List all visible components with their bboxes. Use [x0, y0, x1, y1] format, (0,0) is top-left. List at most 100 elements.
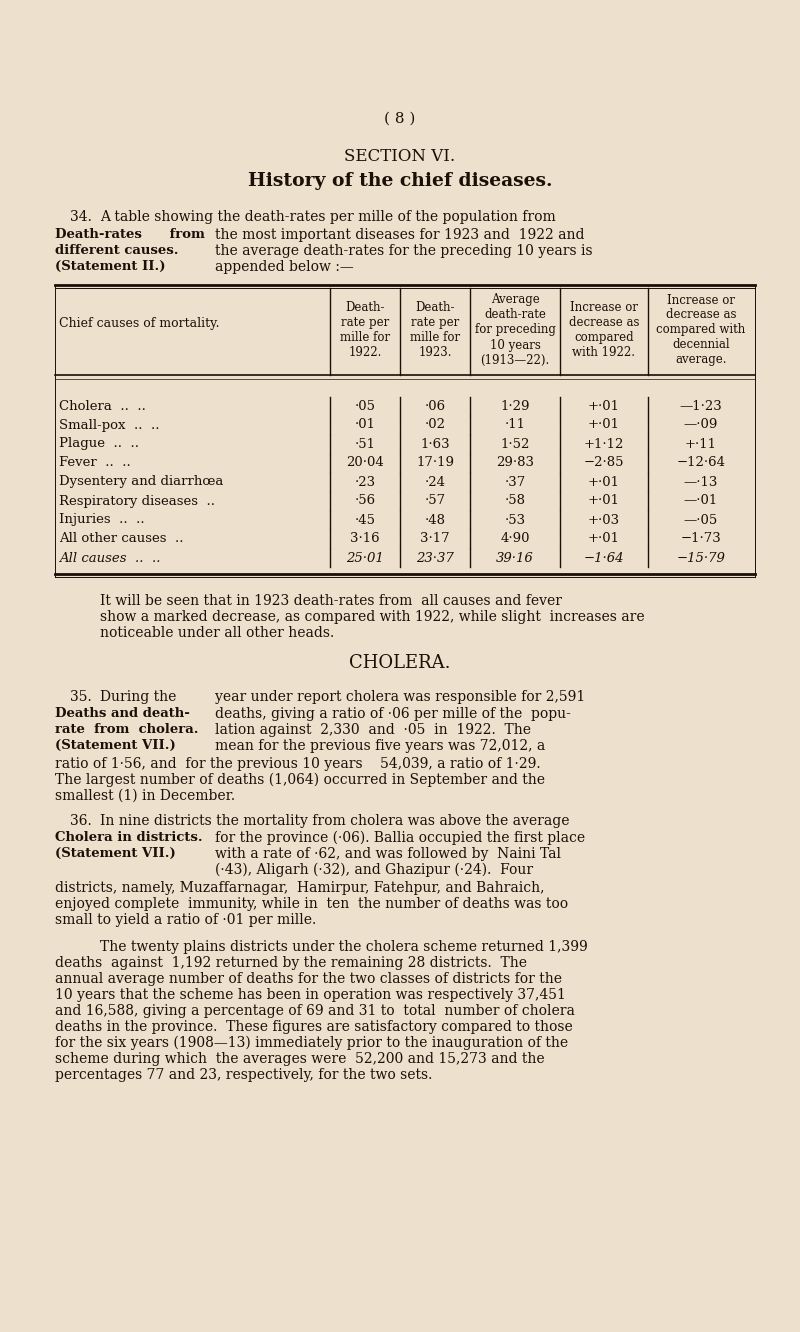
- Text: 3·17: 3·17: [420, 533, 450, 546]
- Text: —1·23: —1·23: [680, 400, 722, 413]
- Text: Increase or
decrease as
compared with
decennial
average.: Increase or decrease as compared with de…: [656, 293, 746, 366]
- Text: districts, namely, Muzaffarnagar,  Hamirpur, Fatehpur, and Bahraich,: districts, namely, Muzaffarnagar, Hamirp…: [55, 880, 545, 895]
- Text: (Statement II.): (Statement II.): [55, 260, 166, 273]
- Text: ·02: ·02: [425, 418, 446, 432]
- Text: deaths, giving a ratio of ·06 per mille of the  popu-: deaths, giving a ratio of ·06 per mille …: [215, 707, 571, 721]
- Text: −15·79: −15·79: [677, 551, 726, 565]
- Text: appended below :—: appended below :—: [215, 260, 354, 274]
- Text: ·11: ·11: [505, 418, 526, 432]
- Text: −1·73: −1·73: [681, 533, 722, 546]
- Text: SECTION VI.: SECTION VI.: [345, 148, 455, 165]
- Text: 29·83: 29·83: [496, 457, 534, 469]
- Text: ·48: ·48: [425, 514, 446, 526]
- Text: 1·52: 1·52: [500, 437, 530, 450]
- Text: 25·01: 25·01: [346, 551, 384, 565]
- Text: the average death-rates for the preceding 10 years is: the average death-rates for the precedin…: [215, 244, 593, 258]
- Text: deaths  against  1,192 returned by the remaining 28 districts.  The: deaths against 1,192 returned by the rem…: [55, 956, 527, 970]
- Text: year under report cholera was responsible for 2,591: year under report cholera was responsibl…: [215, 690, 586, 705]
- Text: ·51: ·51: [354, 437, 375, 450]
- Text: for the province (·06). Ballia occupied the first place: for the province (·06). Ballia occupied …: [215, 831, 585, 846]
- Text: for the six years (1908—13) immediately prior to the inauguration of the: for the six years (1908—13) immediately …: [55, 1036, 568, 1051]
- Text: Chief causes of mortality.: Chief causes of mortality.: [59, 317, 219, 330]
- Text: Respiratory diseases  ..: Respiratory diseases ..: [59, 494, 215, 507]
- Text: 39·16: 39·16: [496, 551, 534, 565]
- Text: mean for the previous five years was 72,012, a: mean for the previous five years was 72,…: [215, 739, 546, 753]
- Text: 23·37: 23·37: [416, 551, 454, 565]
- Text: 1·29: 1·29: [500, 400, 530, 413]
- Text: Average
death-rate
for preceding
10 years
(1913—22).: Average death-rate for preceding 10 year…: [474, 293, 555, 366]
- Text: enjoyed complete  immunity, while in  ten  the number of deaths was too: enjoyed complete immunity, while in ten …: [55, 896, 568, 911]
- Text: +1·12: +1·12: [584, 437, 624, 450]
- Text: Plague  ..  ..: Plague .. ..: [59, 437, 139, 450]
- Text: +·03: +·03: [588, 514, 620, 526]
- Text: and 16,588, giving a percentage of 69 and 31 to  total  number of cholera: and 16,588, giving a percentage of 69 an…: [55, 1004, 575, 1018]
- Text: Cholera in districts.: Cholera in districts.: [55, 831, 202, 844]
- Text: History of the chief diseases.: History of the chief diseases.: [248, 172, 552, 190]
- Text: ·58: ·58: [505, 494, 526, 507]
- Text: −12·64: −12·64: [677, 457, 726, 469]
- Text: noticeable under all other heads.: noticeable under all other heads.: [100, 626, 334, 639]
- Text: Dysentery and diarrhœa: Dysentery and diarrhœa: [59, 476, 223, 489]
- Text: (Statement VII.): (Statement VII.): [55, 847, 176, 860]
- Text: —·13: —·13: [684, 476, 718, 489]
- Text: All other causes  ..: All other causes ..: [59, 533, 183, 546]
- Text: different causes.: different causes.: [55, 244, 178, 257]
- Text: deaths in the province.  These figures are satisfactory compared to those: deaths in the province. These figures ar…: [55, 1020, 573, 1034]
- Text: +·11: +·11: [685, 437, 717, 450]
- Text: CHOLERA.: CHOLERA.: [350, 654, 450, 673]
- Text: +·01: +·01: [588, 476, 620, 489]
- Text: smallest (1) in December.: smallest (1) in December.: [55, 789, 235, 803]
- Text: ratio of 1·56, and  for the previous 10 years    54,039, a ratio of 1·29.: ratio of 1·56, and for the previous 10 y…: [55, 757, 541, 771]
- Text: the most important diseases for 1923 and  1922 and: the most important diseases for 1923 and…: [215, 228, 585, 242]
- Text: Injuries  ..  ..: Injuries .. ..: [59, 514, 145, 526]
- Text: During the: During the: [100, 690, 176, 705]
- Text: ·53: ·53: [505, 514, 526, 526]
- Text: Small-pox  ..  ..: Small-pox .. ..: [59, 418, 159, 432]
- Text: 17·19: 17·19: [416, 457, 454, 469]
- Text: Cholera  ..  ..: Cholera .. ..: [59, 400, 146, 413]
- Text: 4·90: 4·90: [500, 533, 530, 546]
- Text: 35.: 35.: [70, 690, 92, 705]
- Text: −1·64: −1·64: [584, 551, 624, 565]
- Text: In nine districts the mortality from cholera was above the average: In nine districts the mortality from cho…: [100, 814, 570, 829]
- Text: The twenty plains districts under the cholera scheme returned 1,399: The twenty plains districts under the ch…: [100, 940, 588, 954]
- Text: The largest number of deaths (1,064) occurred in September and the: The largest number of deaths (1,064) occ…: [55, 773, 545, 787]
- Text: ·01: ·01: [354, 418, 375, 432]
- Text: (·43), Aligarh (·32), and Ghazipur (·24).  Four: (·43), Aligarh (·32), and Ghazipur (·24)…: [215, 863, 533, 878]
- Text: ·24: ·24: [425, 476, 446, 489]
- Text: +·01: +·01: [588, 418, 620, 432]
- Text: annual average number of deaths for the two classes of districts for the: annual average number of deaths for the …: [55, 972, 562, 986]
- Text: ·06: ·06: [425, 400, 446, 413]
- Text: +·01: +·01: [588, 400, 620, 413]
- Text: ·56: ·56: [354, 494, 375, 507]
- Text: Death-rates      from: Death-rates from: [55, 228, 205, 241]
- Text: scheme during which  the averages were  52,200 and 15,273 and the: scheme during which the averages were 52…: [55, 1052, 545, 1066]
- Text: with a rate of ·62, and was followed by  Naini Tal: with a rate of ·62, and was followed by …: [215, 847, 561, 860]
- Text: +·01: +·01: [588, 494, 620, 507]
- Text: percentages 77 and 23, respectively, for the two sets.: percentages 77 and 23, respectively, for…: [55, 1068, 432, 1082]
- Text: Increase or
decrease as
compared
with 1922.: Increase or decrease as compared with 19…: [569, 301, 639, 360]
- Text: 20·04: 20·04: [346, 457, 384, 469]
- Text: Deaths and death-: Deaths and death-: [55, 707, 190, 721]
- Text: rate  from  cholera.: rate from cholera.: [55, 723, 198, 737]
- Text: ·45: ·45: [354, 514, 375, 526]
- Text: −2·85: −2·85: [584, 457, 624, 469]
- Text: —·01: —·01: [684, 494, 718, 507]
- Text: ·57: ·57: [425, 494, 446, 507]
- Text: 36.: 36.: [70, 814, 92, 829]
- Text: Fever  ..  ..: Fever .. ..: [59, 457, 130, 469]
- Text: 34.: 34.: [70, 210, 92, 224]
- Text: Death-
rate per
mille for
1922.: Death- rate per mille for 1922.: [340, 301, 390, 360]
- Text: 10 years that the scheme has been in operation was respectively 37,451: 10 years that the scheme has been in ope…: [55, 988, 566, 1002]
- Text: —·05: —·05: [684, 514, 718, 526]
- Text: ( 8 ): ( 8 ): [384, 112, 416, 127]
- Text: ·37: ·37: [504, 476, 526, 489]
- Text: ·05: ·05: [354, 400, 375, 413]
- Text: (Statement VII.): (Statement VII.): [55, 739, 176, 753]
- Text: A table showing the death-rates per mille of the population from: A table showing the death-rates per mill…: [100, 210, 556, 224]
- Text: 3·16: 3·16: [350, 533, 380, 546]
- Text: +·01: +·01: [588, 533, 620, 546]
- Text: All causes  ..  ..: All causes .. ..: [59, 551, 161, 565]
- Text: It will be seen that in 1923 death-rates from  all causes and fever: It will be seen that in 1923 death-rates…: [100, 594, 562, 607]
- Text: Death-
rate per
mille for
1923.: Death- rate per mille for 1923.: [410, 301, 460, 360]
